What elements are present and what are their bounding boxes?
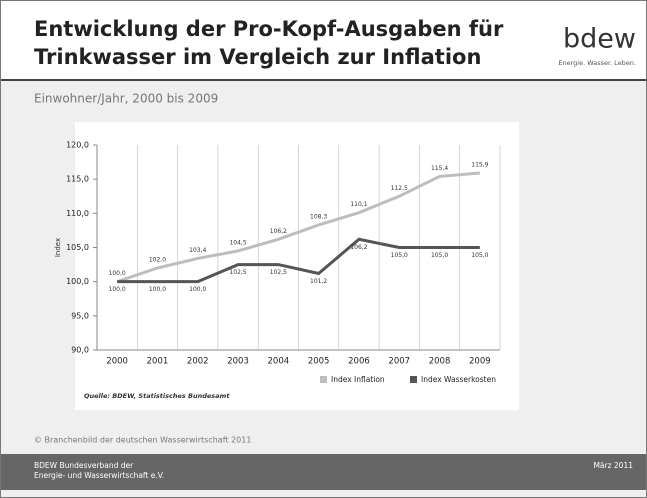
y-axis-label: Index xyxy=(54,238,62,257)
legend-label: Index Inflation xyxy=(331,375,385,384)
data-label: 105,0 xyxy=(431,252,448,259)
data-label: 102,5 xyxy=(229,269,246,276)
data-label: 106,2 xyxy=(270,228,287,235)
data-label: 103,4 xyxy=(189,247,206,254)
y-tick-label: 120,0 xyxy=(66,141,89,150)
y-tick-label: 110,0 xyxy=(66,209,89,218)
data-label: 101,2 xyxy=(310,278,327,285)
x-tick-label: 2007 xyxy=(388,357,410,367)
chart-panel xyxy=(75,122,519,410)
y-tick-label: 95,0 xyxy=(71,311,89,320)
legend-swatch xyxy=(410,376,417,383)
y-tick-label: 100,0 xyxy=(66,277,89,286)
data-label: 100,0 xyxy=(149,286,166,293)
data-label: 102,5 xyxy=(270,269,287,276)
data-label: 100,0 xyxy=(189,286,206,293)
data-label: 105,0 xyxy=(471,252,488,259)
data-label: 100,0 xyxy=(109,270,126,277)
footer-date: März 2011 xyxy=(593,461,633,470)
y-tick-label: 115,0 xyxy=(66,175,89,184)
copyright: © Branchenbild der deutschen Wasserwirts… xyxy=(34,436,251,445)
y-tick-label: 105,0 xyxy=(66,243,89,252)
x-tick-label: 2001 xyxy=(147,357,169,367)
data-label: 105,0 xyxy=(391,252,408,259)
data-label: 110,1 xyxy=(350,201,367,208)
x-tick-label: 2009 xyxy=(469,357,491,367)
x-tick-label: 2008 xyxy=(429,357,451,367)
data-label: 112,5 xyxy=(391,185,408,192)
legend-label: Index Wasserkosten xyxy=(421,375,496,384)
data-label: 108,3 xyxy=(310,213,327,220)
x-tick-label: 2003 xyxy=(227,357,249,367)
footer-org: Energie- und Wasserwirtschaft e.V. xyxy=(34,471,164,480)
data-label: 115,4 xyxy=(431,165,448,172)
title-line: Trinkwasser im Vergleich zur Inflation xyxy=(34,45,481,69)
data-label: 102,0 xyxy=(149,257,166,264)
logo-tagline: Energie. Wasser. Leben. xyxy=(558,59,636,67)
title-line: Entwicklung der Pro-Kopf-Ausgaben für xyxy=(34,17,504,41)
series-line xyxy=(117,237,480,284)
x-tick-label: 2006 xyxy=(348,357,370,367)
x-tick-label: 2000 xyxy=(106,357,128,367)
source: Quelle: BDEW, Statistisches Bundesamt xyxy=(84,392,230,400)
data-label: 100,0 xyxy=(109,286,126,293)
x-tick-label: 2005 xyxy=(308,357,330,367)
subtitle: Einwohner/Jahr, 2000 bis 2009 xyxy=(34,92,218,106)
series-line xyxy=(116,171,480,284)
legend-swatch xyxy=(320,376,327,383)
x-tick-label: 2002 xyxy=(187,357,209,367)
data-label: 106,2 xyxy=(350,244,367,251)
chart: Index 90,0 95,0 100,0 105,0 110,0 115,0 120,0 20… xyxy=(54,141,501,400)
data-label: 104,5 xyxy=(229,239,246,246)
x-tick-label: 2004 xyxy=(268,357,290,367)
y-tick-label: 90,0 xyxy=(71,346,89,355)
logo: bdew xyxy=(563,24,636,55)
header-band xyxy=(1,1,646,79)
footer-org: BDEW Bundesverband der xyxy=(34,461,134,470)
data-label: 115,9 xyxy=(471,162,488,169)
footer-bar xyxy=(1,454,646,490)
